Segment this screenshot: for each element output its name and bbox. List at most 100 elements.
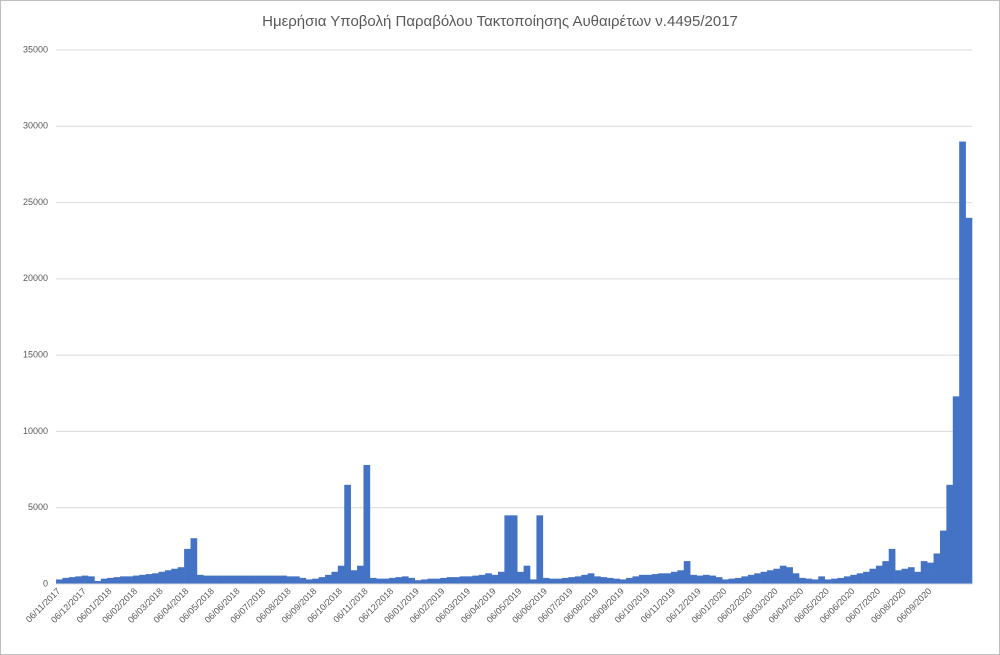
y-tick-label: 20000 [23,273,48,283]
bar [107,577,114,584]
bar [453,577,460,584]
bar [722,579,729,584]
bar [831,578,838,584]
bar [779,565,787,584]
bar [594,576,601,584]
bar [171,568,179,584]
bar [158,571,166,584]
bar [196,574,204,584]
bar [626,577,633,584]
bar [126,576,134,584]
bar [293,576,300,584]
bar [677,570,685,584]
bar [670,571,678,584]
bar [869,568,877,584]
bar [485,573,492,584]
bar [139,574,146,584]
bar [267,575,275,584]
bar [882,561,890,584]
bar [702,574,710,584]
bar [190,538,198,584]
y-tick-label: 5000 [28,502,48,512]
bar [427,578,435,584]
bar [856,573,864,584]
bar [286,576,294,584]
bar [728,578,736,584]
bar [715,577,723,584]
bar [491,574,499,584]
bar [933,553,941,584]
bar [81,575,89,584]
bar [478,574,486,584]
bar [472,575,480,584]
bar [690,574,697,584]
bar [613,578,620,584]
bar [510,515,518,584]
bar [843,576,851,584]
bar [164,570,172,584]
bar [504,515,512,584]
bar [664,573,672,584]
bar [100,578,108,584]
bar [254,575,262,584]
bar [318,577,326,584]
bar [177,567,185,584]
bar [337,565,345,584]
y-tick-label: 0 [43,578,48,588]
bar [523,565,531,584]
bar [542,577,550,584]
bar [901,568,909,584]
bar [357,565,364,584]
bar [344,484,351,584]
bar [203,575,211,584]
bar [818,576,825,584]
bar [369,577,377,584]
bar [799,577,806,584]
bar [811,579,819,584]
bar [184,548,191,584]
bar [606,577,614,584]
bar [638,574,646,584]
bar [875,565,883,584]
bar [241,575,249,584]
bar [62,577,70,584]
bar [395,577,403,584]
bar [824,579,832,584]
bar [581,574,588,584]
bar [414,580,422,584]
bar [440,577,448,584]
bar [946,484,954,584]
bar [959,141,966,585]
bar [747,574,755,584]
bar [446,577,454,584]
bar [651,574,659,584]
bar [260,575,268,584]
bar [120,576,127,584]
bar [574,576,582,584]
bar [152,573,159,584]
bar [299,577,307,584]
bar [421,579,428,584]
bar [645,574,653,584]
bar [837,577,845,584]
bar [895,570,902,584]
y-tick-label: 10000 [23,426,48,436]
bar [94,580,102,584]
bar [408,577,416,584]
bar [741,576,749,584]
bar [536,515,544,584]
bar [952,396,960,584]
bar [248,575,255,584]
bar [113,577,121,584]
bar [965,217,973,585]
bar [376,578,383,584]
bar [530,579,537,584]
bar [68,577,76,584]
chart-title: Ημερήσια Υποβολή Παραβόλου Τακτοποίησης … [262,13,738,30]
bar [658,573,665,584]
bar [939,530,947,584]
bar [734,577,742,584]
